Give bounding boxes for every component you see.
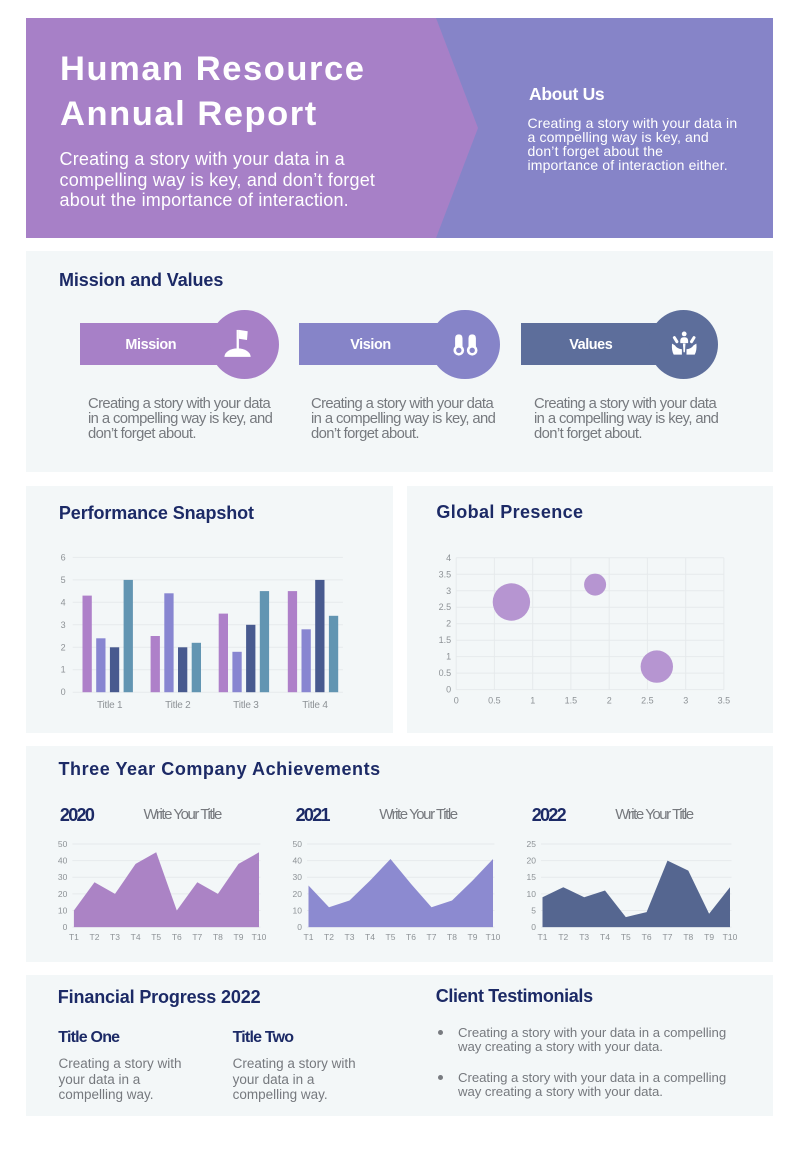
svg-text:T5: T5 [151,932,161,942]
svg-text:T6: T6 [406,932,416,942]
svg-text:40: 40 [58,856,68,866]
svg-text:5: 5 [61,575,66,585]
svg-text:T2: T2 [90,932,100,942]
svg-text:6: 6 [61,552,66,562]
svg-text:T2: T2 [558,932,568,942]
svg-text:20: 20 [293,889,303,899]
svg-text:50: 50 [58,839,68,849]
svg-text:T1: T1 [69,932,79,942]
svg-text:0: 0 [454,696,459,706]
svg-text:0: 0 [63,922,68,932]
svg-text:25: 25 [527,839,537,849]
svg-text:T6: T6 [642,932,652,942]
svg-text:T4: T4 [131,932,141,942]
svg-text:T4: T4 [365,932,375,942]
svg-text:20: 20 [58,889,68,899]
svg-text:0: 0 [61,687,66,697]
svg-text:T8: T8 [213,932,223,942]
svg-text:0: 0 [297,922,302,932]
svg-text:3.5: 3.5 [439,569,452,579]
svg-text:4: 4 [446,553,451,563]
svg-text:Title 1: Title 1 [97,700,123,711]
svg-text:T7: T7 [192,932,202,942]
svg-text:T2: T2 [324,932,334,942]
svg-text:T5: T5 [621,932,631,942]
svg-text:T8: T8 [447,932,457,942]
svg-text:3: 3 [683,696,688,706]
svg-text:T5: T5 [386,932,396,942]
svg-text:1: 1 [446,652,451,662]
svg-text:0: 0 [531,922,536,932]
svg-text:T10: T10 [252,932,267,942]
svg-text:Title 4: Title 4 [302,700,328,711]
svg-text:T10: T10 [486,932,501,942]
svg-text:T7: T7 [427,932,437,942]
svg-text:T9: T9 [704,932,714,942]
svg-text:0.5: 0.5 [439,668,452,678]
svg-text:1: 1 [530,696,535,706]
svg-text:20: 20 [527,856,537,866]
svg-text:0: 0 [446,685,451,695]
svg-text:3: 3 [446,586,451,596]
svg-text:T9: T9 [234,932,244,942]
svg-text:Title 2: Title 2 [165,700,191,711]
svg-text:3.5: 3.5 [718,696,731,706]
svg-text:30: 30 [293,872,303,882]
svg-text:10: 10 [58,906,68,916]
svg-text:T1: T1 [304,932,314,942]
svg-text:T8: T8 [683,932,693,942]
svg-text:10: 10 [527,889,537,899]
svg-text:Title 3: Title 3 [233,700,259,711]
svg-text:T6: T6 [172,932,182,942]
svg-text:T3: T3 [110,932,120,942]
svg-text:2: 2 [61,642,66,652]
svg-text:10: 10 [293,906,303,916]
svg-text:T7: T7 [663,932,673,942]
svg-text:40: 40 [293,856,303,866]
svg-text:T10: T10 [723,932,738,942]
svg-text:2: 2 [607,696,612,706]
svg-text:1.5: 1.5 [565,696,578,706]
svg-text:30: 30 [58,872,68,882]
svg-text:4: 4 [61,597,66,607]
svg-text:T3: T3 [345,932,355,942]
svg-text:2.5: 2.5 [439,602,452,612]
svg-text:3: 3 [61,620,66,630]
svg-text:T1: T1 [538,932,548,942]
svg-text:5: 5 [531,906,536,916]
svg-text:1.5: 1.5 [439,635,452,645]
svg-text:T4: T4 [600,932,610,942]
svg-text:T9: T9 [468,932,478,942]
svg-text:2.5: 2.5 [641,696,654,706]
svg-text:0.5: 0.5 [488,696,501,706]
svg-text:1: 1 [61,665,66,675]
svg-text:15: 15 [527,872,537,882]
svg-text:T3: T3 [579,932,589,942]
svg-text:2: 2 [446,619,451,629]
svg-text:50: 50 [293,839,303,849]
